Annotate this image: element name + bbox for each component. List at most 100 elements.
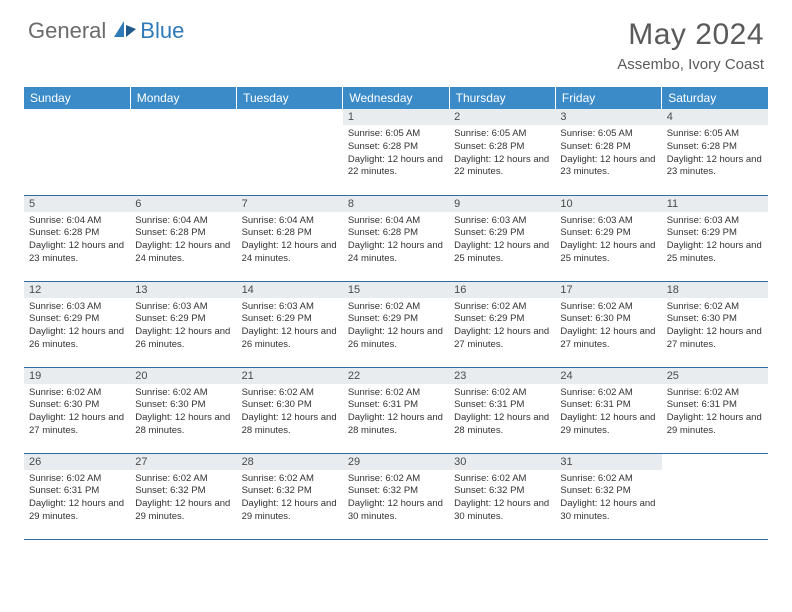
calendar-day-cell: 6Sunrise: 6:04 AMSunset: 6:28 PMDaylight… (130, 195, 236, 281)
day-details: Sunrise: 6:02 AMSunset: 6:32 PMDaylight:… (343, 470, 449, 527)
calendar-day-cell: 1Sunrise: 6:05 AMSunset: 6:28 PMDaylight… (343, 109, 449, 195)
day-details: Sunrise: 6:03 AMSunset: 6:29 PMDaylight:… (449, 212, 555, 269)
day-number: 29 (343, 454, 449, 470)
weekday-header: Tuesday (237, 87, 343, 109)
calendar-day-cell: 23Sunrise: 6:02 AMSunset: 6:31 PMDayligh… (449, 367, 555, 453)
logo-sail-icon (112, 19, 138, 44)
calendar-week-row: 19Sunrise: 6:02 AMSunset: 6:30 PMDayligh… (24, 367, 768, 453)
calendar-day-cell: 11Sunrise: 6:03 AMSunset: 6:29 PMDayligh… (662, 195, 768, 281)
day-number: 28 (237, 454, 343, 470)
logo-text-blue: Blue (140, 18, 184, 44)
calendar-day-cell: 5Sunrise: 6:04 AMSunset: 6:28 PMDaylight… (24, 195, 130, 281)
day-details: Sunrise: 6:04 AMSunset: 6:28 PMDaylight:… (343, 212, 449, 269)
day-number (237, 109, 343, 125)
calendar-week-row: 26Sunrise: 6:02 AMSunset: 6:31 PMDayligh… (24, 453, 768, 539)
calendar-day-cell (24, 109, 130, 195)
weekday-header: Wednesday (343, 87, 449, 109)
day-number: 6 (130, 196, 236, 212)
day-details: Sunrise: 6:04 AMSunset: 6:28 PMDaylight:… (237, 212, 343, 269)
day-details: Sunrise: 6:05 AMSunset: 6:28 PMDaylight:… (555, 125, 661, 182)
calendar-day-cell: 30Sunrise: 6:02 AMSunset: 6:32 PMDayligh… (449, 453, 555, 539)
day-number: 26 (24, 454, 130, 470)
day-details: Sunrise: 6:05 AMSunset: 6:28 PMDaylight:… (449, 125, 555, 182)
day-number (130, 109, 236, 125)
day-details: Sunrise: 6:02 AMSunset: 6:31 PMDaylight:… (24, 470, 130, 527)
day-details: Sunrise: 6:02 AMSunset: 6:32 PMDaylight:… (449, 470, 555, 527)
day-number: 27 (130, 454, 236, 470)
weekday-header: Saturday (662, 87, 768, 109)
day-details: Sunrise: 6:02 AMSunset: 6:30 PMDaylight:… (130, 384, 236, 441)
calendar-day-cell: 28Sunrise: 6:02 AMSunset: 6:32 PMDayligh… (237, 453, 343, 539)
calendar-day-cell (237, 109, 343, 195)
calendar-day-cell: 18Sunrise: 6:02 AMSunset: 6:30 PMDayligh… (662, 281, 768, 367)
day-details: Sunrise: 6:02 AMSunset: 6:32 PMDaylight:… (555, 470, 661, 527)
calendar-day-cell: 21Sunrise: 6:02 AMSunset: 6:30 PMDayligh… (237, 367, 343, 453)
calendar-day-cell (662, 453, 768, 539)
day-details: Sunrise: 6:02 AMSunset: 6:29 PMDaylight:… (449, 298, 555, 355)
day-details: Sunrise: 6:03 AMSunset: 6:29 PMDaylight:… (662, 212, 768, 269)
day-number: 23 (449, 368, 555, 384)
day-details: Sunrise: 6:05 AMSunset: 6:28 PMDaylight:… (343, 125, 449, 182)
weekday-header: Thursday (449, 87, 555, 109)
calendar-day-cell: 19Sunrise: 6:02 AMSunset: 6:30 PMDayligh… (24, 367, 130, 453)
day-number: 11 (662, 196, 768, 212)
calendar-table: Sunday Monday Tuesday Wednesday Thursday… (24, 87, 768, 540)
day-number: 7 (237, 196, 343, 212)
logo: General Blue (28, 18, 184, 44)
day-details: Sunrise: 6:02 AMSunset: 6:30 PMDaylight:… (237, 384, 343, 441)
calendar-day-cell: 3Sunrise: 6:05 AMSunset: 6:28 PMDaylight… (555, 109, 661, 195)
day-details: Sunrise: 6:02 AMSunset: 6:31 PMDaylight:… (662, 384, 768, 441)
weekday-header: Sunday (24, 87, 130, 109)
day-details: Sunrise: 6:03 AMSunset: 6:29 PMDaylight:… (24, 298, 130, 355)
day-number: 14 (237, 282, 343, 298)
calendar-day-cell: 10Sunrise: 6:03 AMSunset: 6:29 PMDayligh… (555, 195, 661, 281)
day-number: 5 (24, 196, 130, 212)
day-number: 21 (237, 368, 343, 384)
calendar-day-cell: 4Sunrise: 6:05 AMSunset: 6:28 PMDaylight… (662, 109, 768, 195)
day-number: 25 (662, 368, 768, 384)
calendar-week-row: 12Sunrise: 6:03 AMSunset: 6:29 PMDayligh… (24, 281, 768, 367)
day-number: 30 (449, 454, 555, 470)
day-number: 8 (343, 196, 449, 212)
day-number: 15 (343, 282, 449, 298)
day-number: 12 (24, 282, 130, 298)
calendar-day-cell: 20Sunrise: 6:02 AMSunset: 6:30 PMDayligh… (130, 367, 236, 453)
day-number (24, 109, 130, 125)
day-details: Sunrise: 6:02 AMSunset: 6:29 PMDaylight:… (343, 298, 449, 355)
day-details: Sunrise: 6:03 AMSunset: 6:29 PMDaylight:… (130, 298, 236, 355)
day-number (662, 454, 768, 470)
location-label: Assembo, Ivory Coast (617, 56, 764, 73)
day-details: Sunrise: 6:02 AMSunset: 6:30 PMDaylight:… (662, 298, 768, 355)
calendar-day-cell: 12Sunrise: 6:03 AMSunset: 6:29 PMDayligh… (24, 281, 130, 367)
weekday-header: Friday (555, 87, 661, 109)
day-details: Sunrise: 6:02 AMSunset: 6:32 PMDaylight:… (130, 470, 236, 527)
day-details: Sunrise: 6:02 AMSunset: 6:31 PMDaylight:… (449, 384, 555, 441)
day-details: Sunrise: 6:02 AMSunset: 6:30 PMDaylight:… (555, 298, 661, 355)
calendar-day-cell (130, 109, 236, 195)
day-details: Sunrise: 6:02 AMSunset: 6:31 PMDaylight:… (343, 384, 449, 441)
day-number: 20 (130, 368, 236, 384)
calendar-day-cell: 27Sunrise: 6:02 AMSunset: 6:32 PMDayligh… (130, 453, 236, 539)
calendar-day-cell: 14Sunrise: 6:03 AMSunset: 6:29 PMDayligh… (237, 281, 343, 367)
calendar-day-cell: 9Sunrise: 6:03 AMSunset: 6:29 PMDaylight… (449, 195, 555, 281)
day-number: 22 (343, 368, 449, 384)
weekday-header: Monday (130, 87, 236, 109)
day-number: 16 (449, 282, 555, 298)
day-details: Sunrise: 6:05 AMSunset: 6:28 PMDaylight:… (662, 125, 768, 182)
day-number: 2 (449, 109, 555, 125)
calendar-week-row: 1Sunrise: 6:05 AMSunset: 6:28 PMDaylight… (24, 109, 768, 195)
title-block: May 2024 Assembo, Ivory Coast (617, 18, 764, 73)
calendar-day-cell: 26Sunrise: 6:02 AMSunset: 6:31 PMDayligh… (24, 453, 130, 539)
day-details: Sunrise: 6:04 AMSunset: 6:28 PMDaylight:… (24, 212, 130, 269)
calendar-day-cell: 2Sunrise: 6:05 AMSunset: 6:28 PMDaylight… (449, 109, 555, 195)
weekday-header-row: Sunday Monday Tuesday Wednesday Thursday… (24, 87, 768, 109)
calendar-day-cell: 25Sunrise: 6:02 AMSunset: 6:31 PMDayligh… (662, 367, 768, 453)
logo-text-general: General (28, 18, 106, 44)
day-number: 18 (662, 282, 768, 298)
day-number: 17 (555, 282, 661, 298)
calendar-day-cell: 16Sunrise: 6:02 AMSunset: 6:29 PMDayligh… (449, 281, 555, 367)
day-number: 13 (130, 282, 236, 298)
calendar-day-cell: 7Sunrise: 6:04 AMSunset: 6:28 PMDaylight… (237, 195, 343, 281)
day-number: 3 (555, 109, 661, 125)
calendar-day-cell: 13Sunrise: 6:03 AMSunset: 6:29 PMDayligh… (130, 281, 236, 367)
